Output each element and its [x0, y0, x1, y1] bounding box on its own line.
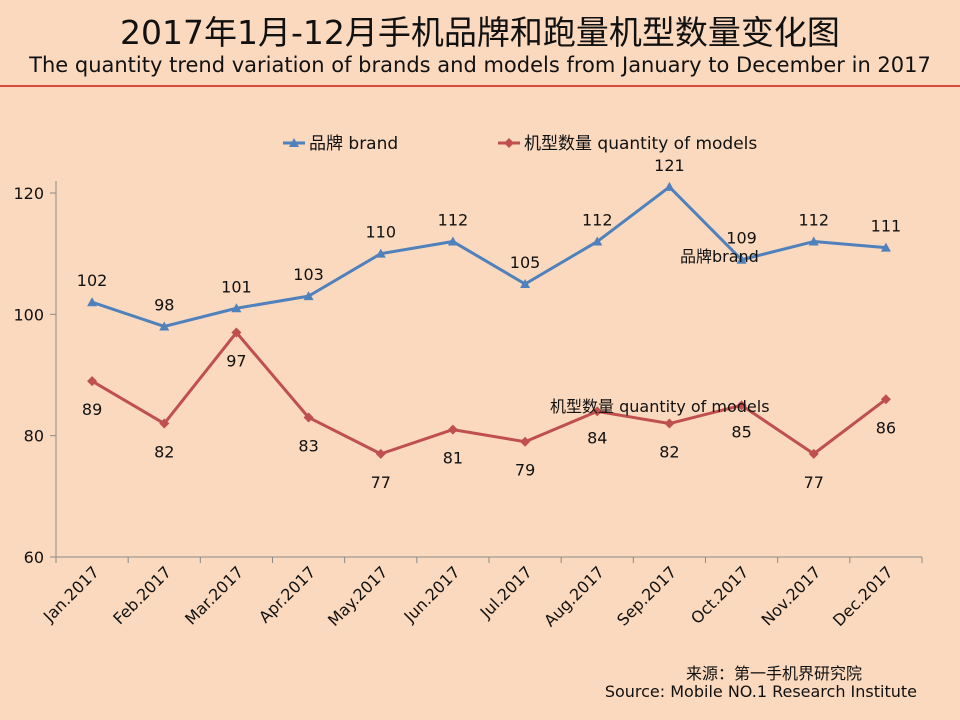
legend-label-models: 机型数量 quantity of models — [524, 134, 757, 154]
data-point-models — [592, 406, 603, 417]
data-label-brand: 103 — [293, 265, 324, 284]
data-label-models: 89 — [82, 400, 102, 419]
source-note-zh: 来源：第一手机界研究院 — [685, 664, 862, 683]
chart-title-en: The quantity trend variation of brands a… — [29, 53, 931, 77]
x-tick-label: Sep.2017 — [613, 562, 680, 629]
data-label-brand: 101 — [221, 277, 252, 296]
data-point-brand — [592, 236, 603, 246]
data-label-models: 82 — [659, 443, 679, 462]
y-tick-label: 120 — [13, 184, 44, 203]
x-tick-label: May.2017 — [324, 562, 392, 630]
data-label-models: 82 — [154, 443, 174, 462]
data-point-models — [159, 418, 170, 429]
data-label-models: 77 — [804, 473, 824, 492]
data-point-models — [664, 418, 675, 429]
data-label-models: 79 — [515, 461, 535, 480]
data-point-models — [303, 412, 314, 423]
series-line-models — [91, 331, 887, 456]
data-point-brand — [808, 236, 819, 246]
x-tick-label: Oct.2017 — [687, 562, 752, 627]
x-tick-label: Mar.2017 — [181, 562, 247, 628]
data-point-models — [880, 394, 891, 405]
legend-marker-models — [504, 138, 514, 148]
data-label-brand: 109 — [726, 229, 757, 248]
data-point-models — [87, 376, 98, 387]
legend-marker-brand — [289, 138, 299, 147]
y-tick-label: 80 — [24, 427, 44, 446]
data-point-models — [231, 327, 242, 338]
data-point-brand — [736, 254, 747, 264]
series-annotation-brand: 品牌brand — [680, 247, 759, 266]
data-label-brand: 102 — [77, 271, 108, 290]
series-line-brand — [91, 185, 887, 328]
data-label-brand: 105 — [510, 253, 541, 272]
x-tick-label: Dec.2017 — [829, 562, 897, 630]
data-point-models — [808, 448, 819, 459]
data-label-models: 81 — [443, 449, 463, 468]
data-label-brand: 112 — [438, 211, 469, 230]
data-label-models: 97 — [226, 352, 246, 371]
y-tick-label: 100 — [13, 305, 44, 324]
data-label-brand: 111 — [871, 217, 902, 236]
data-point-brand — [664, 181, 675, 191]
x-tick-label: Nov.2017 — [758, 562, 825, 629]
data-point-brand — [303, 291, 314, 301]
x-tick-label: Aug.2017 — [540, 562, 608, 630]
data-point-brand — [231, 303, 242, 313]
data-label-brand: 112 — [582, 211, 613, 230]
x-tick-label: Feb.2017 — [109, 562, 175, 628]
y-tick-label: 60 — [24, 548, 44, 567]
title-divider — [0, 85, 960, 87]
data-point-brand — [447, 236, 458, 246]
source-note-en: Source: Mobile NO.1 Research Institute — [604, 682, 917, 701]
data-label-brand: 98 — [154, 295, 174, 314]
data-point-models — [736, 400, 747, 411]
data-label-models: 83 — [298, 436, 318, 455]
data-label-models: 84 — [587, 428, 607, 447]
data-point-brand — [880, 242, 891, 252]
x-tick-label: Jan.2017 — [39, 562, 103, 626]
data-point-models — [375, 448, 386, 459]
legend-label-brand: 品牌 brand — [309, 134, 398, 154]
chart-title-zh: 2017年1月-12月手机品牌和跑量机型数量变化图 — [120, 13, 840, 52]
data-label-brand: 121 — [654, 156, 685, 175]
data-point-brand — [87, 297, 98, 307]
data-point-brand — [520, 279, 531, 288]
x-tick-label: Apr.2017 — [255, 562, 319, 626]
x-tick-label: Jun.2017 — [400, 562, 464, 626]
data-point-models — [520, 436, 531, 447]
data-label-brand: 112 — [798, 211, 829, 230]
series-annotation-models: 机型数量 quantity of models — [550, 397, 770, 416]
data-point-brand — [375, 248, 386, 258]
x-tick-label: Jul.2017 — [476, 562, 536, 622]
data-point-brand — [159, 321, 170, 331]
data-point-models — [447, 424, 458, 435]
data-label-models: 77 — [371, 473, 391, 492]
data-label-brand: 110 — [365, 223, 396, 242]
data-label-models: 86 — [876, 418, 896, 437]
data-label-models: 85 — [731, 422, 751, 441]
